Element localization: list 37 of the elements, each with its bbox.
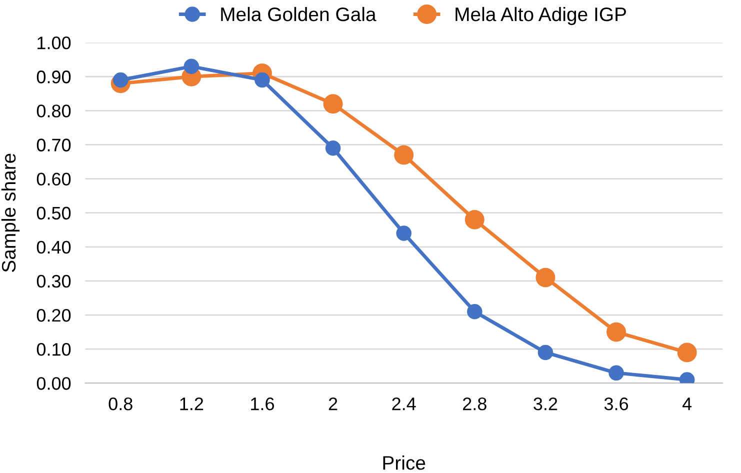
legend-label: Mela Alto Adige IGP <box>456 6 626 26</box>
x-tick-label: 0.8 <box>108 397 132 410</box>
y-tick-label: 0.20 <box>36 308 71 322</box>
x-tick-label: 1.6 <box>251 397 274 410</box>
x-tick-label: 4 <box>682 398 692 410</box>
point <box>677 342 697 362</box>
point <box>538 344 554 360</box>
x-tick-label: 2 <box>328 397 338 410</box>
y-tick-label: 0.60 <box>36 172 71 186</box>
point <box>325 140 341 156</box>
y-tick-label: 0.00 <box>36 377 71 390</box>
x-tick-label: 3.2 <box>534 397 558 410</box>
x-tick-label: 1.2 <box>180 397 204 410</box>
point <box>396 226 412 241</box>
y-tick-label: 0.10 <box>36 343 71 356</box>
point <box>394 145 414 165</box>
point <box>467 304 482 320</box>
y-tick-label: 0.50 <box>36 206 71 220</box>
point <box>323 94 343 114</box>
x-tick-label: 2.4 <box>392 397 416 410</box>
x-tick-label: 2.8 <box>463 397 486 410</box>
point <box>606 322 626 342</box>
x-axis-title: Price <box>383 456 426 470</box>
y-axis-title: Sample share <box>1 154 20 272</box>
y-tick-label: 0.90 <box>36 70 71 84</box>
y-tick-label: 1.00 <box>38 36 71 50</box>
y-tick-label: 0.80 <box>36 104 71 118</box>
y-tick-label: 0.40 <box>36 240 71 254</box>
point <box>184 58 200 74</box>
point <box>608 365 624 381</box>
point <box>464 210 484 230</box>
x-tick-label: 3.6 <box>604 397 628 410</box>
point <box>254 72 270 88</box>
y-tick-label: 0.30 <box>36 274 71 288</box>
point <box>536 268 556 288</box>
legend-label: Mela Golden Gala <box>221 6 376 22</box>
y-tick-label: 0.70 <box>36 138 71 152</box>
